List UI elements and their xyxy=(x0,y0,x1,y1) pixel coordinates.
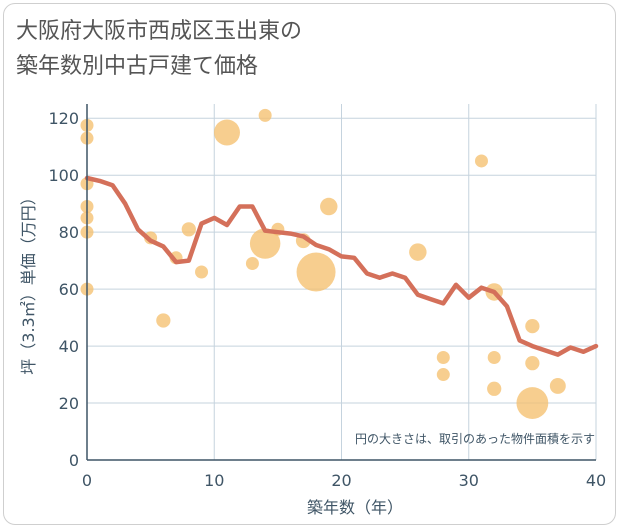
data-bubble xyxy=(487,381,502,396)
data-bubble xyxy=(213,119,240,146)
y-tick-label: 120 xyxy=(48,109,79,128)
data-bubble xyxy=(436,368,450,382)
y-tick-label: 80 xyxy=(59,223,79,242)
data-bubble xyxy=(516,387,549,419)
data-bubble xyxy=(320,197,338,216)
y-axis-label: 坪（3.3㎡）単価（万円） xyxy=(19,189,38,374)
x-tick-label: 10 xyxy=(204,471,224,490)
bubble-layer xyxy=(80,108,566,419)
y-tick-label: 0 xyxy=(69,451,79,470)
average-price-line xyxy=(84,175,599,357)
x-tick-label: 0 xyxy=(82,471,92,490)
y-tick-label: 100 xyxy=(48,166,79,185)
x-tick-label: 40 xyxy=(586,471,606,490)
size-note: 円の大きさは、取引のあった物件面積を示す xyxy=(355,431,595,446)
data-bubble xyxy=(245,256,259,270)
x-tick-label: 20 xyxy=(331,471,351,490)
y-tick-label: 20 xyxy=(59,394,79,413)
data-bubble xyxy=(549,377,566,394)
x-axis-label: 築年数（年） xyxy=(307,498,403,517)
data-bubble xyxy=(296,252,336,292)
data-bubble xyxy=(474,154,488,168)
axes: 0 10 20 30 40 0 20 40 60 80 100 120 xyxy=(48,104,606,490)
data-bubble xyxy=(156,313,171,328)
data-bubble xyxy=(436,350,450,364)
data-bubble xyxy=(195,265,209,279)
data-bubble xyxy=(181,222,196,237)
y-tick-label: 60 xyxy=(59,280,79,299)
line-layer xyxy=(84,175,599,357)
chart-title: 大阪府大阪市西成区玉出東の 築年数別中古戸建て価格 xyxy=(16,19,303,79)
data-bubble xyxy=(487,350,501,364)
data-bubble xyxy=(525,319,540,334)
y-tick-label: 40 xyxy=(59,337,79,356)
grid xyxy=(87,104,597,460)
data-bubble xyxy=(525,356,540,371)
data-bubble xyxy=(249,228,281,259)
data-bubble xyxy=(258,108,272,122)
x-tick-label: 30 xyxy=(459,471,479,490)
data-bubble xyxy=(409,243,427,261)
